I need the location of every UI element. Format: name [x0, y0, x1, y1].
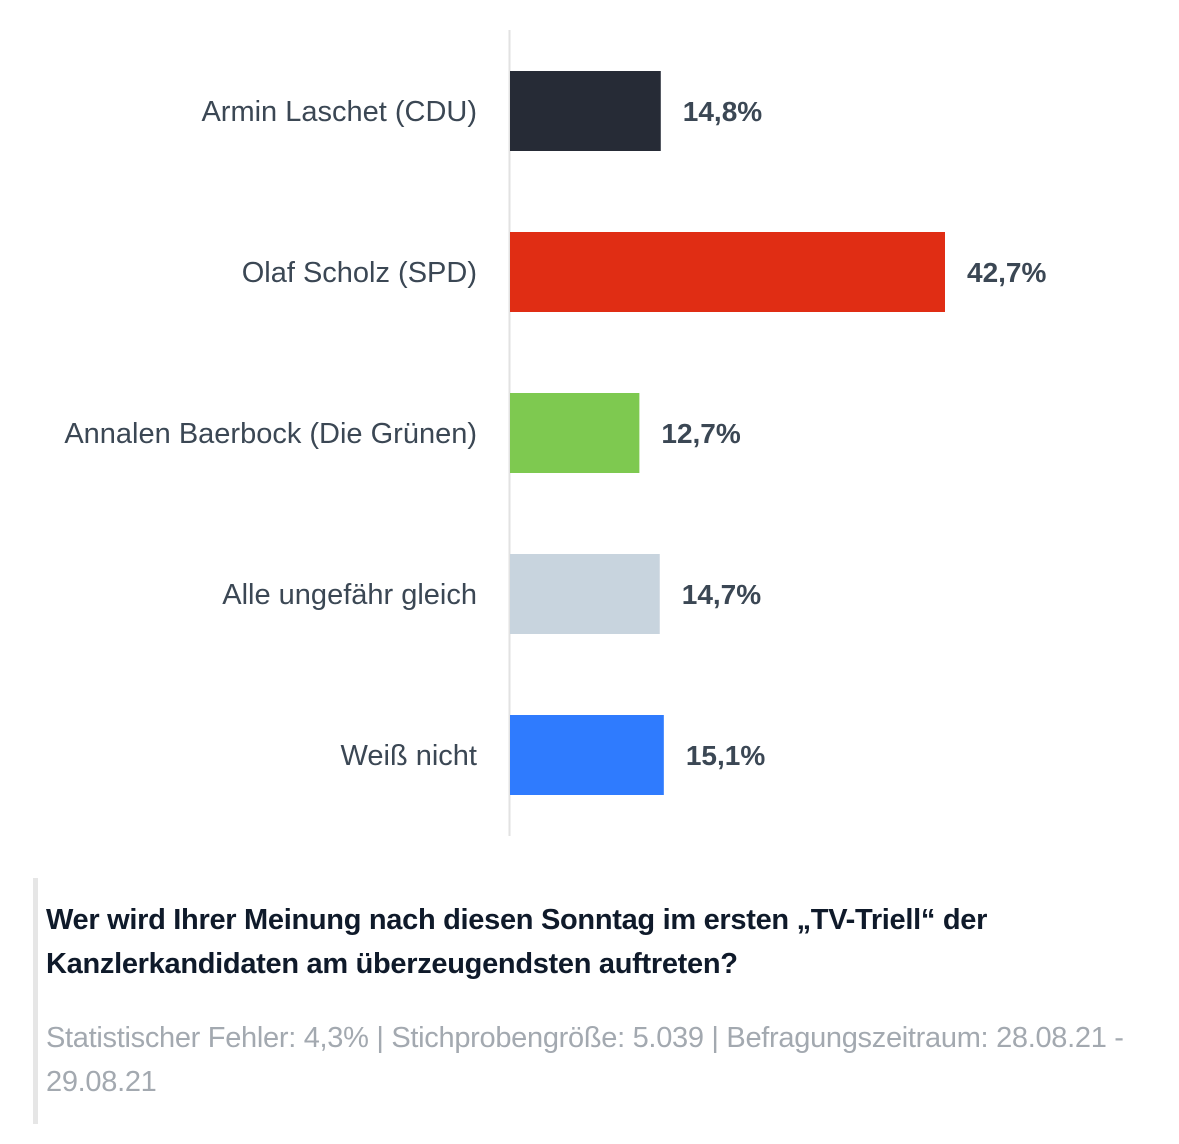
value-label: 15,1%: [686, 740, 765, 771]
category-label: Armin Laschet (CDU): [201, 96, 477, 128]
category-label: Weiß nicht: [341, 740, 477, 772]
value-label: 12,7%: [661, 418, 740, 449]
bar: [510, 393, 640, 473]
bar-chart: Armin Laschet (CDU) 14,8% Olaf Scholz (SPD…: [64, 30, 1046, 836]
bar: [510, 715, 664, 795]
bar: [510, 232, 945, 312]
value-label: 42,7%: [967, 257, 1046, 288]
value-label: 14,8%: [683, 96, 762, 127]
category-label: Annalen Baerbock (Die Grünen): [64, 418, 477, 450]
survey-meta: Statistischer Fehler: 4,3% | Stichproben…: [46, 1022, 1124, 1098]
category-label: Olaf Scholz (SPD): [242, 257, 477, 289]
note-box: [33, 878, 1168, 1124]
value-label: 14,7%: [682, 579, 761, 610]
bar: [510, 554, 660, 634]
category-label: Alle ungefähr gleich: [222, 579, 477, 611]
bar: [510, 71, 661, 151]
survey-question: Wer wird Ihrer Meinung nach diesen Sonnt…: [46, 904, 988, 980]
